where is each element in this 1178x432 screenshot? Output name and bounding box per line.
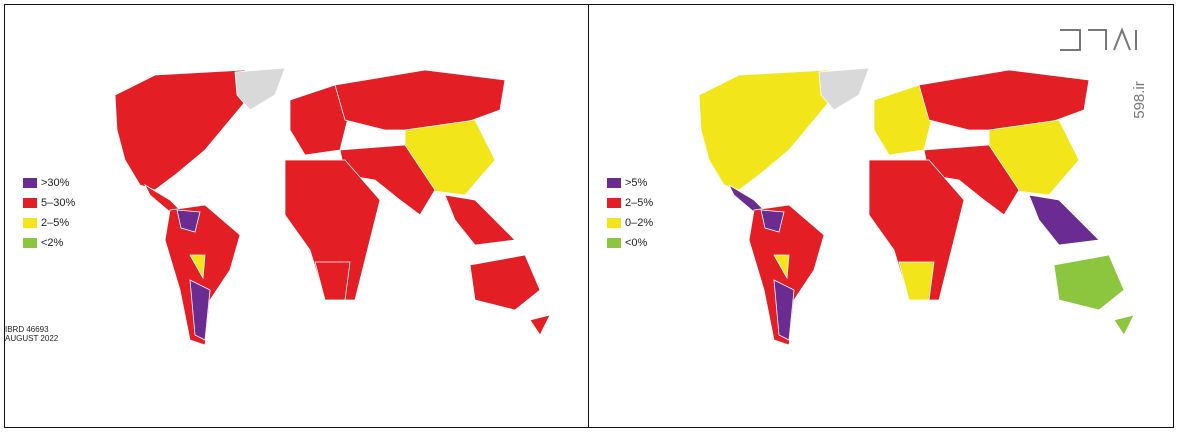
legend-label: <2% xyxy=(41,237,64,249)
legend-label: 2–5% xyxy=(41,217,69,229)
legend-label: >5% xyxy=(625,177,648,189)
country-region xyxy=(444,194,516,246)
legend-label: 2–5% xyxy=(625,197,653,209)
legend-swatch xyxy=(23,238,37,248)
country-region xyxy=(189,279,211,341)
country-region xyxy=(868,159,965,301)
country-region xyxy=(698,69,840,191)
country-region xyxy=(760,209,785,233)
legend-label: >30% xyxy=(41,177,70,189)
legend-swatch xyxy=(607,238,621,248)
country-region xyxy=(469,254,541,311)
legend-label: 5–30% xyxy=(41,197,75,209)
legend-swatch xyxy=(607,218,621,228)
legend-swatch xyxy=(23,218,37,228)
country-region xyxy=(334,69,506,131)
country-region xyxy=(1053,254,1125,311)
map-note: IBRD 46693 xyxy=(5,325,49,334)
country-region xyxy=(114,69,256,191)
country-region xyxy=(773,279,795,341)
world-map: >5% 2–5% 0–2% <0% xyxy=(607,67,1135,346)
frame xyxy=(4,4,1174,428)
country-region xyxy=(918,69,1090,131)
logo xyxy=(1060,27,1137,51)
country-region xyxy=(189,254,206,280)
country-region xyxy=(314,261,351,301)
country-region xyxy=(773,254,790,280)
country-region xyxy=(898,261,935,301)
legend-swatch xyxy=(607,178,621,188)
watermark: 598.ir xyxy=(1131,81,1148,119)
map-note: AUGUST 2022 xyxy=(5,334,59,343)
country-region xyxy=(728,183,765,213)
legend-swatch xyxy=(23,178,37,188)
country-region xyxy=(1028,194,1100,246)
country-region xyxy=(176,209,201,233)
country-region xyxy=(529,314,551,336)
country-region xyxy=(144,183,181,213)
legend-swatch xyxy=(23,198,37,208)
country-region xyxy=(234,67,286,111)
country-region xyxy=(1113,314,1135,336)
legend-label: 0–2% xyxy=(625,217,653,229)
country-region xyxy=(818,67,870,111)
legend-swatch xyxy=(607,198,621,208)
country-region xyxy=(284,159,381,301)
legend-label: <0% xyxy=(625,237,648,249)
